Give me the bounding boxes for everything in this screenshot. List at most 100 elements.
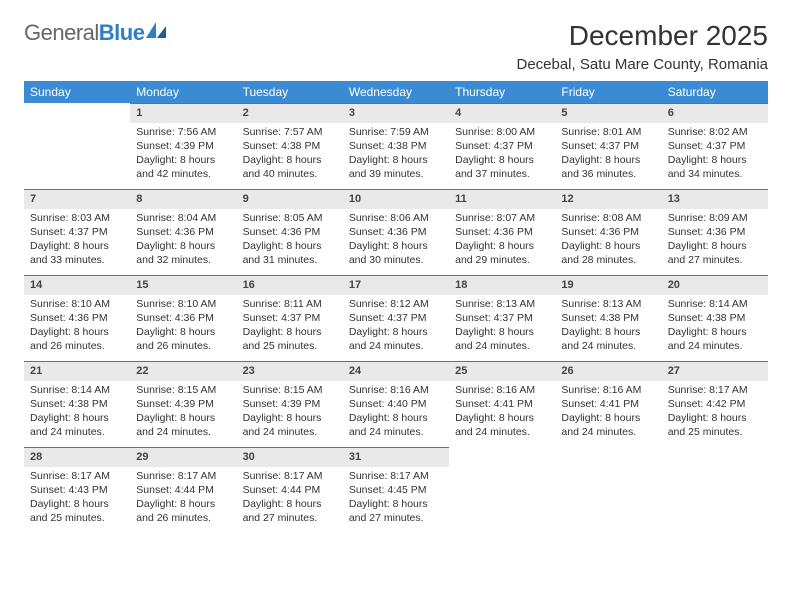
calendar-cell: 15Sunrise: 8:10 AMSunset: 4:36 PMDayligh…: [130, 275, 236, 361]
sunrise-text: Sunrise: 8:14 AM: [30, 383, 124, 397]
daylight-text: Daylight: 8 hours and 36 minutes.: [561, 153, 655, 181]
day-content: Sunrise: 8:05 AMSunset: 4:36 PMDaylight:…: [237, 209, 343, 272]
daylight-text: Daylight: 8 hours and 24 minutes.: [30, 411, 124, 439]
calendar-cell: 5Sunrise: 8:01 AMSunset: 4:37 PMDaylight…: [555, 103, 661, 189]
sunset-text: Sunset: 4:38 PM: [349, 139, 443, 153]
sunset-text: Sunset: 4:38 PM: [30, 397, 124, 411]
day-number-bar: 23: [237, 361, 343, 381]
daylight-text: Daylight: 8 hours and 24 minutes.: [561, 325, 655, 353]
calendar-cell: 30Sunrise: 8:17 AMSunset: 4:44 PMDayligh…: [237, 447, 343, 533]
sunset-text: Sunset: 4:40 PM: [349, 397, 443, 411]
day-header-row: Sunday Monday Tuesday Wednesday Thursday…: [24, 81, 768, 103]
daylight-text: Daylight: 8 hours and 24 minutes.: [243, 411, 337, 439]
daylight-text: Daylight: 8 hours and 26 minutes.: [136, 325, 230, 353]
sunset-text: Sunset: 4:36 PM: [136, 311, 230, 325]
day-content: Sunrise: 7:57 AMSunset: 4:38 PMDaylight:…: [237, 123, 343, 186]
brand-part1: General: [24, 20, 99, 46]
day-content: Sunrise: 8:11 AMSunset: 4:37 PMDaylight:…: [237, 295, 343, 358]
sunrise-text: Sunrise: 8:10 AM: [136, 297, 230, 311]
day-content: Sunrise: 8:13 AMSunset: 4:38 PMDaylight:…: [555, 295, 661, 358]
day-content: Sunrise: 8:10 AMSunset: 4:36 PMDaylight:…: [24, 295, 130, 358]
calendar-cell: 14Sunrise: 8:10 AMSunset: 4:36 PMDayligh…: [24, 275, 130, 361]
calendar-cell: 10Sunrise: 8:06 AMSunset: 4:36 PMDayligh…: [343, 189, 449, 275]
calendar-cell: 4Sunrise: 8:00 AMSunset: 4:37 PMDaylight…: [449, 103, 555, 189]
sunset-text: Sunset: 4:36 PM: [30, 311, 124, 325]
calendar-row: 14Sunrise: 8:10 AMSunset: 4:36 PMDayligh…: [24, 275, 768, 361]
daylight-text: Daylight: 8 hours and 24 minutes.: [455, 411, 549, 439]
sunrise-text: Sunrise: 7:57 AM: [243, 125, 337, 139]
day-content: Sunrise: 7:56 AMSunset: 4:39 PMDaylight:…: [130, 123, 236, 186]
daylight-text: Daylight: 8 hours and 24 minutes.: [349, 411, 443, 439]
sunset-text: Sunset: 4:37 PM: [455, 311, 549, 325]
day-content: Sunrise: 8:02 AMSunset: 4:37 PMDaylight:…: [662, 123, 768, 186]
calendar-cell: 3Sunrise: 7:59 AMSunset: 4:38 PMDaylight…: [343, 103, 449, 189]
title-block: December 2025 Decebal, Satu Mare County,…: [516, 20, 768, 73]
sail-icon: [146, 22, 168, 40]
sunset-text: Sunset: 4:39 PM: [243, 397, 337, 411]
day-header: Friday: [555, 81, 661, 103]
calendar-cell: 13Sunrise: 8:09 AMSunset: 4:36 PMDayligh…: [662, 189, 768, 275]
sunset-text: Sunset: 4:37 PM: [455, 139, 549, 153]
sunset-text: Sunset: 4:36 PM: [561, 225, 655, 239]
sunset-text: Sunset: 4:37 PM: [30, 225, 124, 239]
sunset-text: Sunset: 4:39 PM: [136, 397, 230, 411]
day-content: Sunrise: 8:12 AMSunset: 4:37 PMDaylight:…: [343, 295, 449, 358]
sunset-text: Sunset: 4:43 PM: [30, 483, 124, 497]
calendar-cell: 8Sunrise: 8:04 AMSunset: 4:36 PMDaylight…: [130, 189, 236, 275]
daylight-text: Daylight: 8 hours and 28 minutes.: [561, 239, 655, 267]
daylight-text: Daylight: 8 hours and 24 minutes.: [455, 325, 549, 353]
day-content: Sunrise: 8:04 AMSunset: 4:36 PMDaylight:…: [130, 209, 236, 272]
sunset-text: Sunset: 4:37 PM: [243, 311, 337, 325]
day-number-bar: 18: [449, 275, 555, 295]
day-number-bar: 14: [24, 275, 130, 295]
sunset-text: Sunset: 4:41 PM: [455, 397, 549, 411]
day-number-bar: 9: [237, 189, 343, 209]
sunset-text: Sunset: 4:41 PM: [561, 397, 655, 411]
day-content: Sunrise: 8:14 AMSunset: 4:38 PMDaylight:…: [662, 295, 768, 358]
day-number-bar: 25: [449, 361, 555, 381]
sunrise-text: Sunrise: 8:13 AM: [455, 297, 549, 311]
sunrise-text: Sunrise: 8:10 AM: [30, 297, 124, 311]
calendar-cell: 31Sunrise: 8:17 AMSunset: 4:45 PMDayligh…: [343, 447, 449, 533]
calendar-cell: 2Sunrise: 7:57 AMSunset: 4:38 PMDaylight…: [237, 103, 343, 189]
daylight-text: Daylight: 8 hours and 33 minutes.: [30, 239, 124, 267]
sunrise-text: Sunrise: 7:56 AM: [136, 125, 230, 139]
calendar-row: 28Sunrise: 8:17 AMSunset: 4:43 PMDayligh…: [24, 447, 768, 533]
sunrise-text: Sunrise: 8:13 AM: [561, 297, 655, 311]
day-content: Sunrise: 8:15 AMSunset: 4:39 PMDaylight:…: [237, 381, 343, 444]
calendar-cell: 23Sunrise: 8:15 AMSunset: 4:39 PMDayligh…: [237, 361, 343, 447]
sunset-text: Sunset: 4:42 PM: [668, 397, 762, 411]
daylight-text: Daylight: 8 hours and 24 minutes.: [349, 325, 443, 353]
day-content: Sunrise: 8:16 AMSunset: 4:41 PMDaylight:…: [449, 381, 555, 444]
calendar-cell: 26Sunrise: 8:16 AMSunset: 4:41 PMDayligh…: [555, 361, 661, 447]
calendar-cell: 16Sunrise: 8:11 AMSunset: 4:37 PMDayligh…: [237, 275, 343, 361]
sunrise-text: Sunrise: 8:15 AM: [243, 383, 337, 397]
page-title: December 2025: [516, 20, 768, 52]
day-number-bar: 7: [24, 189, 130, 209]
sunrise-text: Sunrise: 8:16 AM: [455, 383, 549, 397]
day-content: Sunrise: 8:06 AMSunset: 4:36 PMDaylight:…: [343, 209, 449, 272]
sunrise-text: Sunrise: 8:08 AM: [561, 211, 655, 225]
daylight-text: Daylight: 8 hours and 25 minutes.: [243, 325, 337, 353]
sunset-text: Sunset: 4:38 PM: [243, 139, 337, 153]
day-content: Sunrise: 8:17 AMSunset: 4:42 PMDaylight:…: [662, 381, 768, 444]
day-number-bar: 17: [343, 275, 449, 295]
daylight-text: Daylight: 8 hours and 25 minutes.: [668, 411, 762, 439]
day-number-bar: 30: [237, 447, 343, 467]
sunrise-text: Sunrise: 8:17 AM: [243, 469, 337, 483]
sunrise-text: Sunrise: 8:06 AM: [349, 211, 443, 225]
calendar-row: 1Sunrise: 7:56 AMSunset: 4:39 PMDaylight…: [24, 103, 768, 189]
brand-logo: GeneralBlue: [24, 20, 168, 46]
daylight-text: Daylight: 8 hours and 40 minutes.: [243, 153, 337, 181]
sunrise-text: Sunrise: 8:17 AM: [136, 469, 230, 483]
day-number-bar: 21: [24, 361, 130, 381]
calendar-cell: [662, 447, 768, 533]
day-number-bar: 2: [237, 103, 343, 123]
sunset-text: Sunset: 4:44 PM: [136, 483, 230, 497]
day-number-bar: 19: [555, 275, 661, 295]
sunrise-text: Sunrise: 8:07 AM: [455, 211, 549, 225]
day-number-bar: 10: [343, 189, 449, 209]
sunrise-text: Sunrise: 8:04 AM: [136, 211, 230, 225]
calendar-cell: 21 Sunrise: 8:14 AMSunset: 4:38 PMDayligh…: [24, 361, 130, 447]
brand-part2: Blue: [99, 20, 145, 46]
